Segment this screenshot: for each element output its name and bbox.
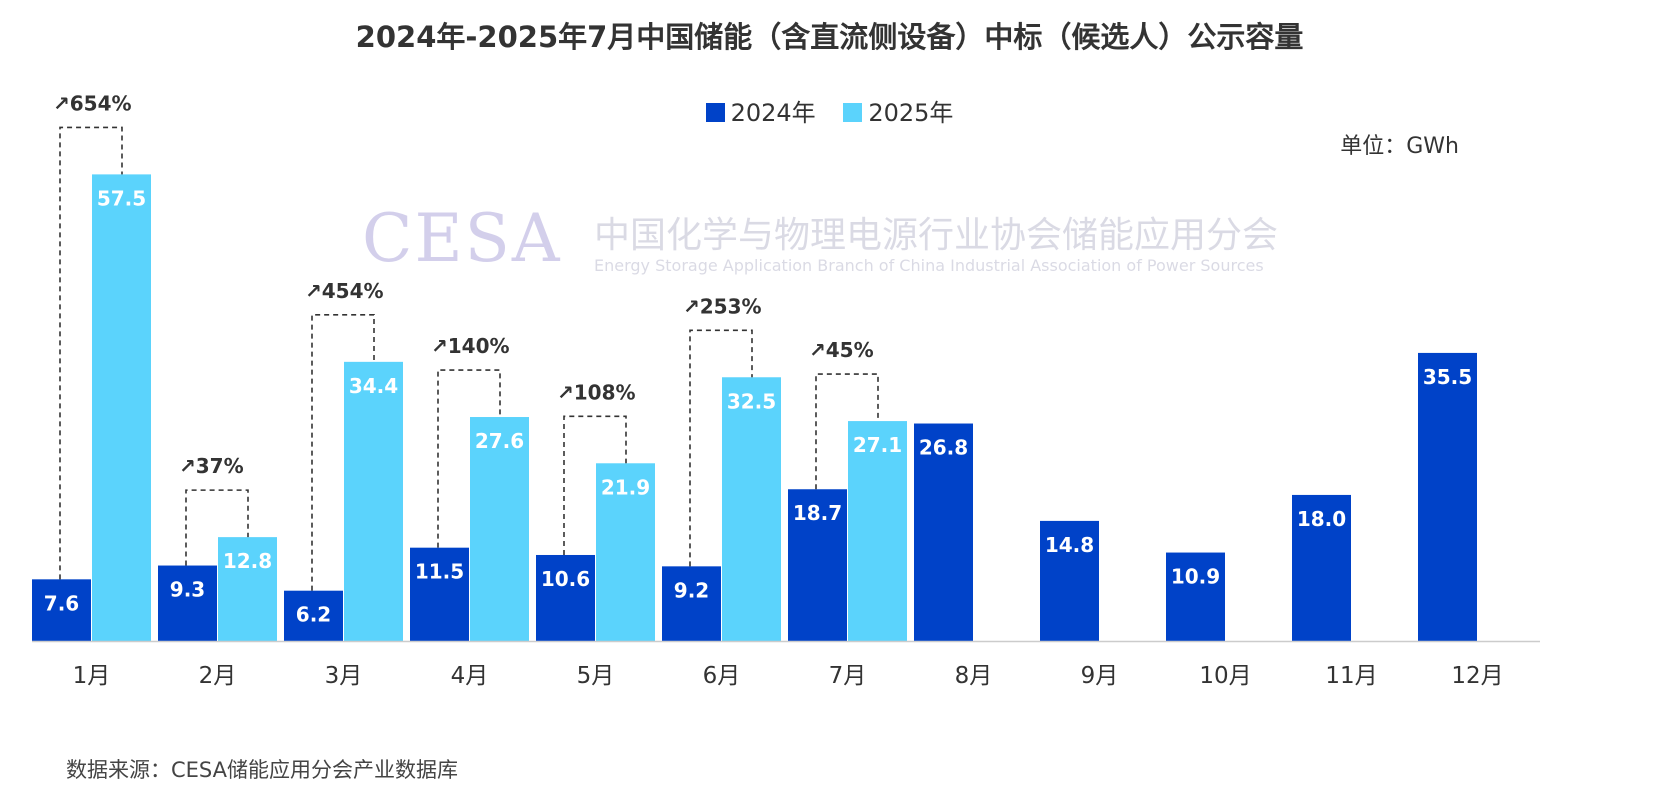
growth-label: ↗454% xyxy=(305,279,384,303)
x-tick-label: 7月 xyxy=(829,663,867,689)
bar-value-label: 35.5 xyxy=(1423,365,1472,389)
x-tick-label: 3月 xyxy=(325,663,363,689)
legend-label-2025: 2025年 xyxy=(868,99,954,127)
growth-label: ↗108% xyxy=(557,380,636,404)
growth-label: ↗654% xyxy=(53,91,132,115)
x-tick-label: 8月 xyxy=(955,663,993,689)
watermark-logo: CESA xyxy=(362,200,562,277)
watermark-org-name: 中国化学与物理电源行业协会储能应用分会 xyxy=(594,215,1279,256)
x-tick-label: 9月 xyxy=(1081,663,1119,689)
bar-value-label: 10.6 xyxy=(541,567,590,591)
growth-bracket xyxy=(185,489,249,566)
watermark: CESA 中国化学与物理电源行业协会储能应用分会 Energy Storage … xyxy=(362,200,1302,286)
bar-2024 xyxy=(788,489,847,641)
growth-label: ↗140% xyxy=(431,334,510,358)
bar-value-label: 14.8 xyxy=(1045,533,1094,557)
growth-label: ↗37% xyxy=(179,454,244,478)
bar-2025 xyxy=(470,417,529,641)
legend-swatch-2024 xyxy=(705,103,725,122)
bar-value-label: 9.3 xyxy=(170,578,205,602)
bar-2024 xyxy=(1166,552,1225,641)
legend-swatch-2025 xyxy=(843,103,863,122)
bar-value-label: 10.9 xyxy=(1171,565,1220,589)
bar-value-label: 27.6 xyxy=(475,429,524,453)
growth-bracket xyxy=(689,329,753,567)
growth-label: ↗45% xyxy=(809,338,874,362)
x-tick-label: 5月 xyxy=(577,663,615,689)
bar-value-label: 11.5 xyxy=(415,560,464,584)
bar-2025 xyxy=(596,463,655,641)
bar-2024 xyxy=(536,554,595,641)
bar-value-label: 21.9 xyxy=(601,475,650,499)
legend-label-2024: 2024年 xyxy=(730,99,816,127)
bar-value-label: 57.5 xyxy=(97,186,146,210)
bar-2024 xyxy=(1040,520,1099,641)
x-tick-label: 11月 xyxy=(1325,663,1377,689)
bar-2024 xyxy=(410,547,469,641)
bar-2024 xyxy=(158,565,217,641)
bar-value-label: 26.8 xyxy=(919,436,968,460)
bar-2025 xyxy=(344,361,403,641)
bar-value-label: 6.2 xyxy=(296,603,331,627)
legend: 2024年 2025年 xyxy=(0,93,1659,128)
growth-bracket xyxy=(59,126,123,580)
bar-value-label: 27.1 xyxy=(853,433,902,457)
data-source: 数据来源：CESA储能应用分会产业数据库 xyxy=(66,758,459,782)
x-tick-label: 1月 xyxy=(73,663,111,689)
x-tick-label: 6月 xyxy=(703,663,741,689)
x-tick-label: 12月 xyxy=(1451,663,1503,689)
bar-value-label: 7.6 xyxy=(44,591,79,615)
bar-2024 xyxy=(914,423,973,641)
growth-bracket xyxy=(437,369,501,548)
bar-2025 xyxy=(722,377,781,641)
bar-value-label: 34.4 xyxy=(349,374,398,398)
unit-label: 单位：GWh xyxy=(1340,134,1459,159)
bar-2024 xyxy=(1418,352,1477,641)
bar-2024 xyxy=(32,579,91,641)
legend-item-2024: 2024年 xyxy=(705,93,816,128)
bar-value-label: 18.7 xyxy=(793,501,842,525)
growth-label: ↗253% xyxy=(683,294,762,318)
bar-value-label: 18.0 xyxy=(1297,507,1346,531)
bar-2025 xyxy=(848,421,907,641)
bar-value-label: 12.8 xyxy=(223,549,272,573)
bar-2024 xyxy=(1292,494,1351,641)
growth-bracket xyxy=(311,314,375,591)
bar-2025 xyxy=(92,174,151,641)
watermark-org-name-en: Energy Storage Application Branch of Chi… xyxy=(594,256,1264,275)
x-tick-label: 4月 xyxy=(451,663,489,689)
bar-2024 xyxy=(662,566,721,641)
x-tick-label: 10月 xyxy=(1199,663,1251,689)
bar-2025 xyxy=(218,537,277,641)
legend-item-2025: 2025年 xyxy=(843,93,953,128)
bar-value-label: 32.5 xyxy=(727,389,776,413)
bar-value-label: 9.2 xyxy=(674,578,709,602)
growth-bracket xyxy=(815,373,879,490)
bar-2024 xyxy=(284,590,343,641)
x-tick-label: 2月 xyxy=(199,663,237,689)
chart-title: 2024年-2025年7月中国储能（含直流侧设备）中标（候选人）公示容量 xyxy=(355,20,1304,54)
